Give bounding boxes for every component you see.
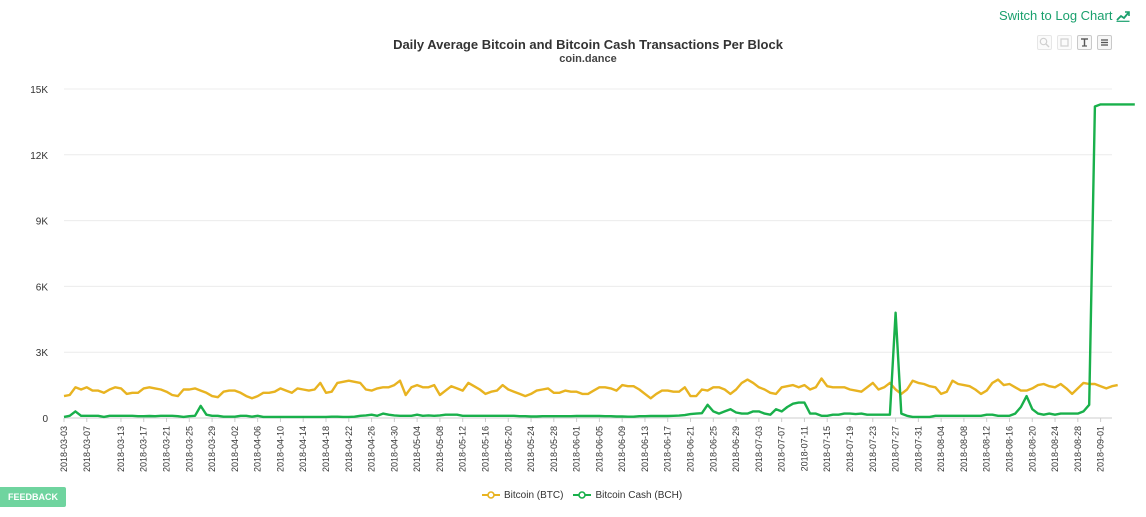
x-tick-label: 2018-08-20: [1027, 426, 1037, 472]
x-tick-label: 2018-06-17: [663, 426, 673, 472]
y-tick-label: 9K: [36, 217, 49, 228]
x-tick-label: 2018-03-07: [82, 426, 92, 472]
x-tick-label: 2018-08-16: [1004, 426, 1014, 472]
series-line-btc[interactable]: [63, 377, 1118, 400]
x-tick-label: 2018-03-25: [184, 426, 194, 472]
x-tick-label: 2018-07-03: [754, 426, 764, 472]
x-tick-label: 2018-03-13: [116, 426, 126, 472]
data-point-button[interactable]: [1077, 35, 1092, 50]
x-tick-label: 2018-08-28: [1073, 426, 1083, 472]
switch-to-log-chart-link[interactable]: Switch to Log Chart: [999, 8, 1130, 23]
x-tick-label: 2018-06-01: [572, 426, 582, 472]
zoom-reset-icon: [1060, 38, 1069, 47]
x-tick-label: 2018-04-18: [321, 426, 331, 472]
menu-icon: [1101, 39, 1108, 46]
x-tick-label: 2018-07-31: [913, 426, 923, 472]
x-tick-label: 2018-09-01: [1096, 426, 1106, 472]
x-tick-label: 2018-04-26: [367, 426, 377, 472]
y-tick-label: 3K: [36, 348, 49, 359]
x-tick-label: 2018-05-12: [458, 426, 468, 472]
x-tick-label: 2018-08-08: [959, 426, 969, 472]
x-tick-label: 2018-04-22: [344, 426, 354, 472]
x-tick-label: 2018-07-19: [845, 426, 855, 472]
line-chart-icon: [1116, 11, 1130, 22]
x-tick-label: 2018-04-14: [298, 426, 308, 472]
menu-button[interactable]: [1097, 35, 1112, 50]
series-lines: [63, 103, 1135, 419]
x-tick-label: 2018-07-27: [891, 426, 901, 472]
x-tick-label: 2018-07-11: [799, 426, 809, 471]
log-switch-label: Switch to Log Chart: [999, 8, 1113, 23]
x-tick-label: 2018-04-06: [253, 426, 263, 472]
x-tick-label: 2018-03-21: [162, 426, 172, 472]
y-tick-label: 6K: [36, 282, 49, 293]
x-tick-label: 2018-08-12: [982, 426, 992, 472]
x-tick-label: 2018-06-21: [686, 426, 696, 472]
x-tick-label: 2018-06-05: [594, 426, 604, 472]
x-tick-label: 2018-05-04: [412, 426, 422, 472]
x-tick-label: 2018-04-02: [230, 426, 240, 472]
y-tick-label: 0: [42, 414, 48, 425]
series-line-bch[interactable]: [63, 103, 1135, 419]
x-tick-label: 2018-05-28: [549, 426, 559, 472]
x-tick-label: 2018-03-29: [207, 426, 217, 472]
zoom-reset-button[interactable]: [1057, 35, 1072, 50]
legend-item-btc[interactable]: Bitcoin (BTC): [482, 490, 563, 501]
x-tick-label: 2018-06-25: [708, 426, 718, 472]
x-tick-label: 2018-03-03: [59, 426, 69, 472]
x-tick-label: 2018-05-24: [526, 426, 536, 472]
legend-label-bch: Bitcoin Cash (BCH): [595, 489, 683, 501]
x-tick-label: 2018-06-13: [640, 426, 650, 472]
legend-item-bch[interactable]: Bitcoin Cash (BCH): [573, 490, 682, 501]
x-tick-label: 2018-08-24: [1050, 426, 1060, 472]
legend-marker-btc: [482, 491, 500, 499]
x-tick-label: 2018-03-17: [139, 426, 149, 472]
chart-legend: Bitcoin (BTC) Bitcoin Cash (BCH): [482, 486, 682, 504]
y-tick-label: 15K: [30, 85, 48, 96]
x-tick-label: 2018-08-04: [936, 426, 946, 472]
zoom-in-button[interactable]: [1037, 35, 1052, 50]
legend-label-btc: Bitcoin (BTC): [504, 489, 564, 501]
x-axis-ticks: 2018-03-03 2018-03-07 2018-03-13 2018-03-17…: [59, 418, 1106, 472]
x-tick-label: 2018-05-08: [435, 426, 445, 472]
x-tick-label: 2018-05-16: [480, 426, 490, 472]
chart-title: Daily Average Bitcoin and Bitcoin Cash T…: [393, 37, 783, 52]
x-tick-label: 2018-07-23: [868, 426, 878, 472]
data-point-icon: [1081, 38, 1088, 47]
x-tick-label: 2018-07-07: [777, 426, 787, 472]
y-axis-ticks: 0 3K 6K 9K 12K 15K: [30, 85, 48, 425]
x-tick-label: 2018-07-15: [822, 426, 832, 472]
grid-lines: [64, 88, 1112, 419]
y-tick-label: 12K: [30, 151, 48, 162]
chart-subtitle: coin.dance: [559, 53, 617, 65]
x-tick-label: 2018-06-09: [617, 426, 627, 472]
x-tick-label: 2018-06-29: [731, 426, 741, 472]
x-tick-label: 2018-04-30: [389, 426, 399, 472]
zoom-in-icon: [1039, 37, 1050, 48]
legend-marker-bch: [573, 491, 592, 499]
x-tick-label: 2018-05-20: [503, 426, 513, 472]
feedback-button[interactable]: FEEDBACK: [0, 487, 66, 507]
x-tick-label: 2018-04-10: [275, 426, 285, 472]
